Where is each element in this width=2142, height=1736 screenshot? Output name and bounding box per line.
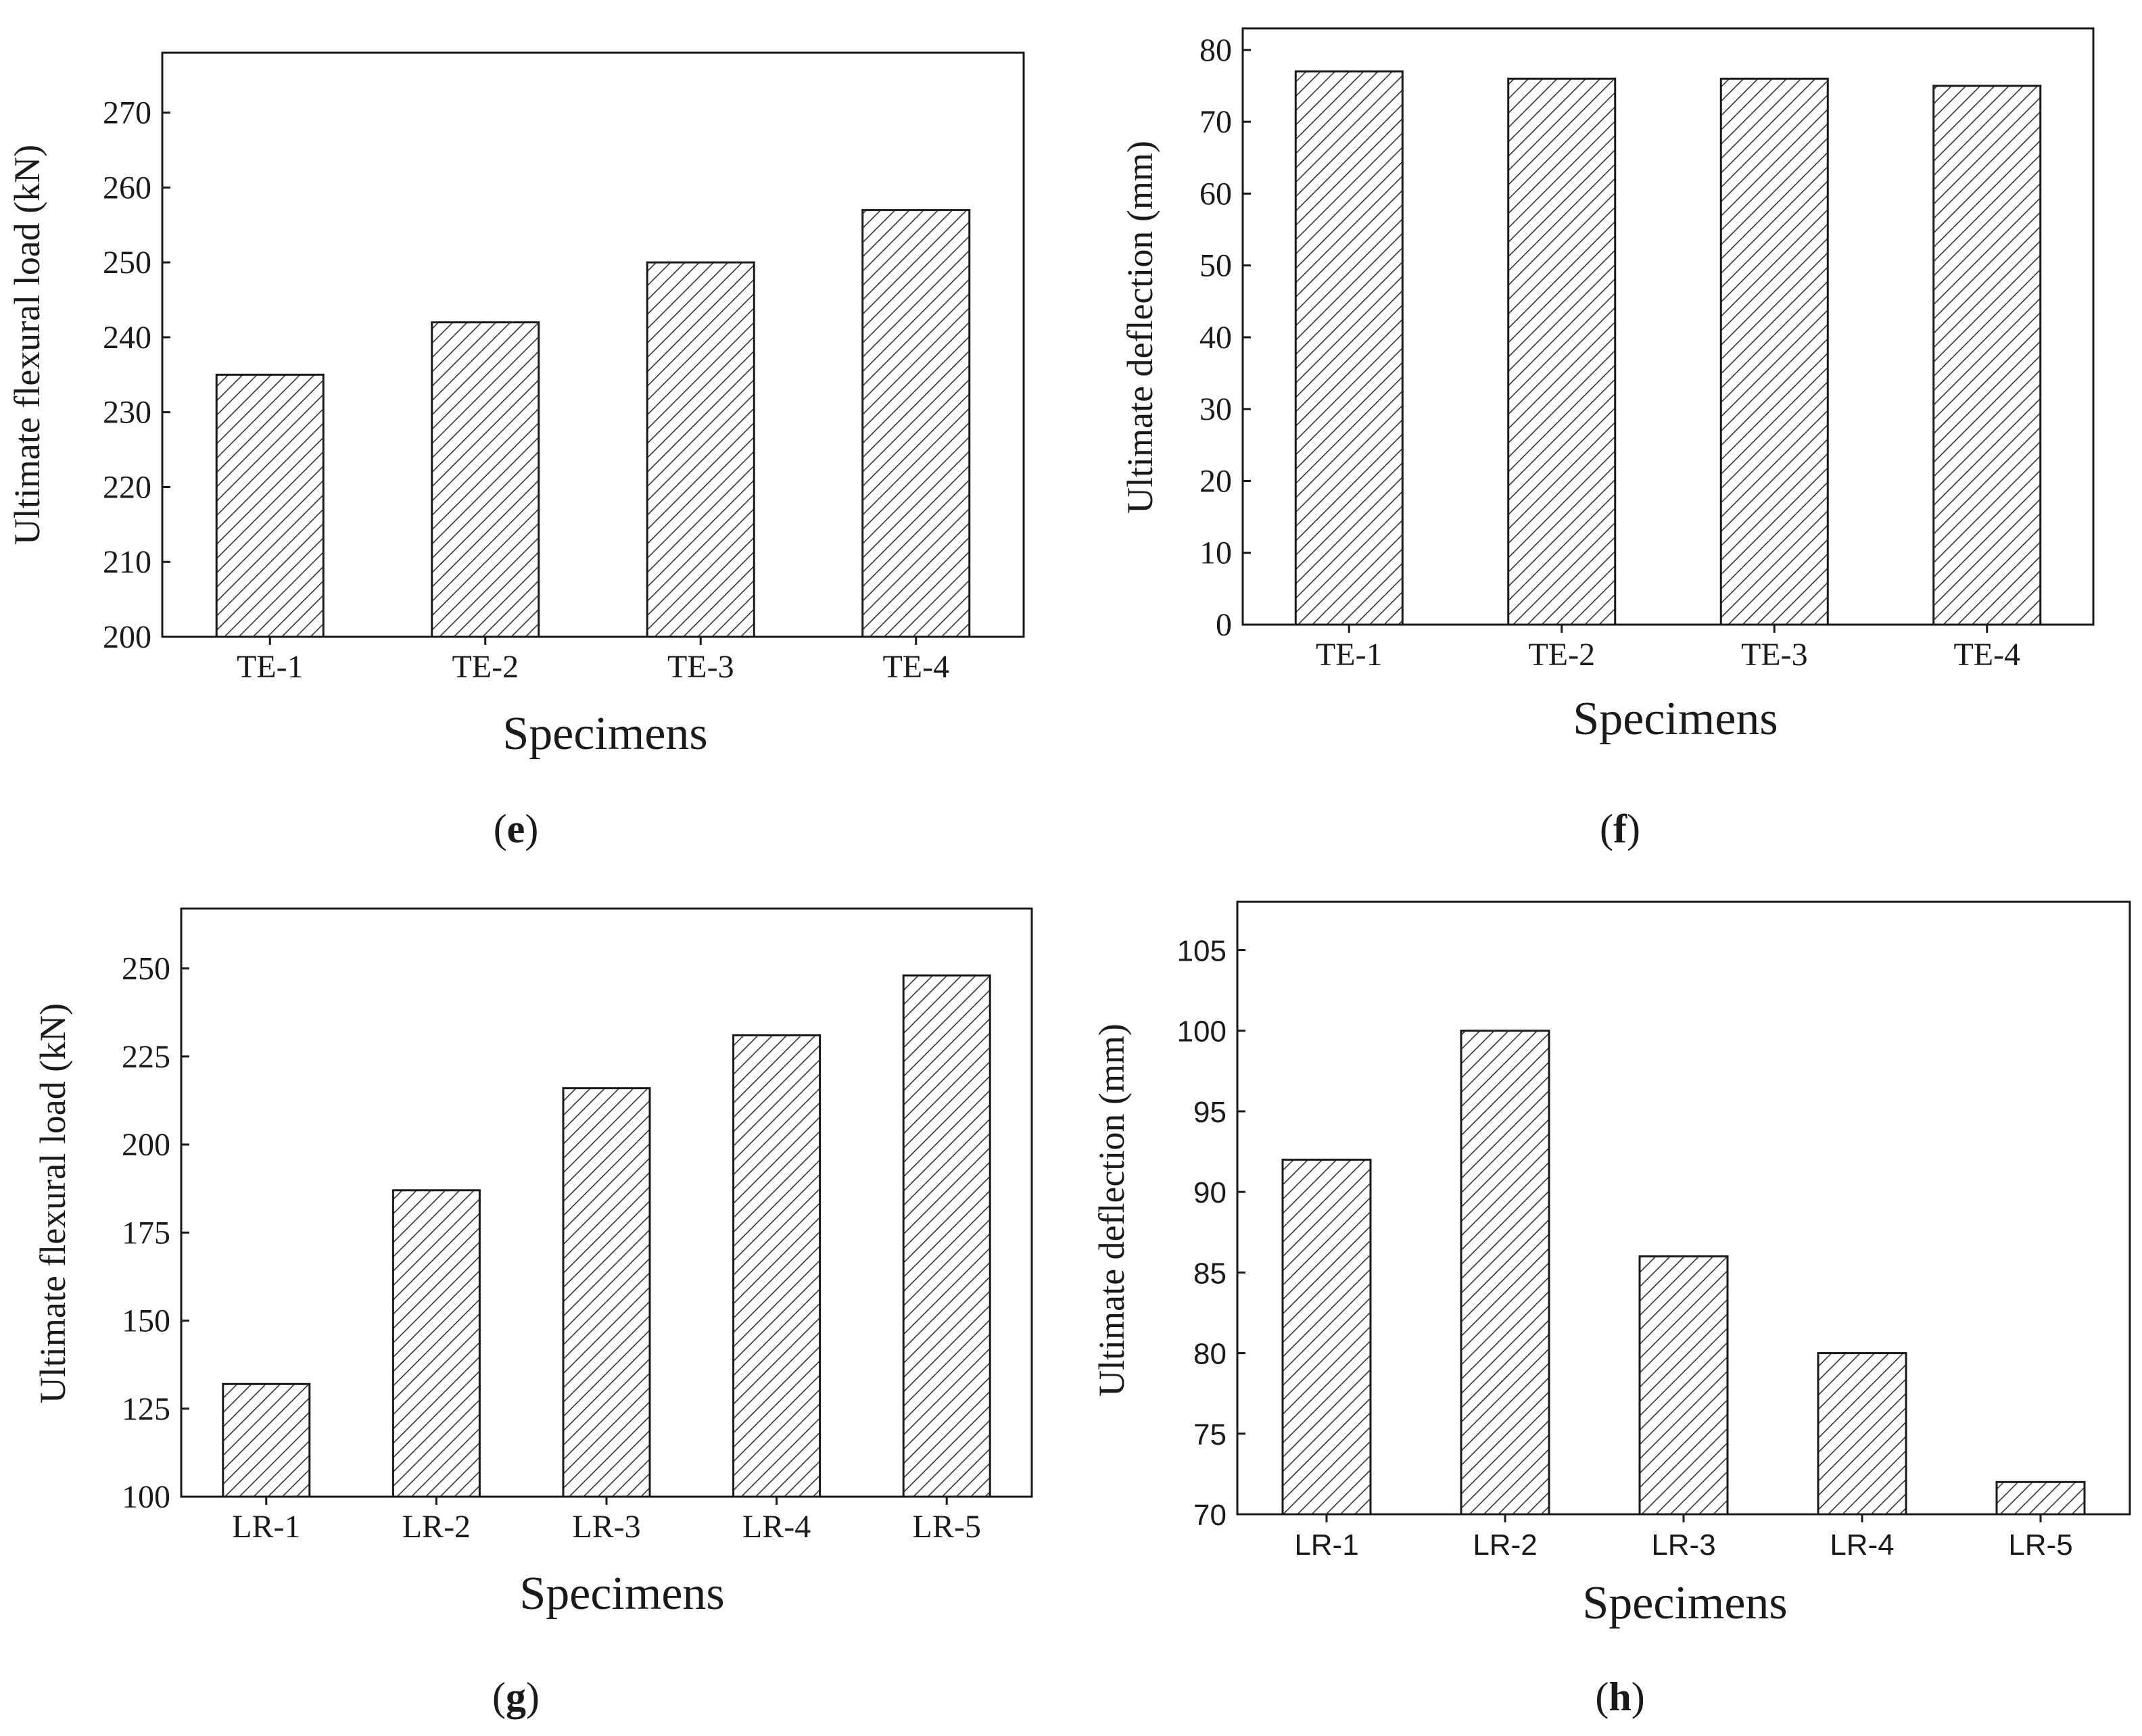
y-tick-label: 75: [1193, 1418, 1227, 1451]
y-tick-label: 100: [1177, 1015, 1227, 1048]
y-tick-label: 30: [1199, 391, 1232, 427]
x-tick-label: TE-1: [1316, 637, 1383, 673]
y-axis-title: Ultimate flexural load (kN): [7, 145, 47, 545]
panel-label: (g): [492, 1674, 540, 1719]
x-tick-label: LR-2: [1473, 1528, 1537, 1562]
x-tick-label: LR-3: [1651, 1528, 1715, 1562]
x-tick-label: TE-1: [237, 649, 304, 685]
chart-panel-f: 0 10 20 30 40 50 60 70 80 TE-1 TE-2 TE-3 TE-4 Ultim…: [1120, 27, 2095, 851]
x-tick-label: LR-4: [1830, 1528, 1894, 1562]
bar-lr-4: [732, 1034, 822, 1498]
y-tick-label: 105: [1177, 935, 1227, 968]
y-tick-label: 250: [122, 951, 170, 987]
y-tick-label: 70: [1199, 104, 1232, 140]
y-tick-label: 60: [1199, 176, 1232, 212]
bar-lr-2: [1460, 1030, 1550, 1516]
x-tick-label: TE-4: [1953, 637, 2020, 673]
y-tick-label: 50: [1199, 248, 1232, 284]
y-tick-label: 225: [122, 1039, 170, 1075]
x-axis-title: Specimens: [519, 1568, 724, 1620]
y-tick-label: 200: [103, 619, 151, 655]
y-tick-label: 125: [122, 1391, 170, 1427]
bar-lr-3: [562, 1087, 651, 1498]
bar-lr-2: [391, 1189, 481, 1498]
x-axis-title: Specimens: [1573, 693, 1778, 745]
x-tick-label: LR-2: [402, 1509, 471, 1545]
y-tick-label: 200: [122, 1127, 170, 1163]
y-tick-label: 175: [122, 1215, 170, 1251]
y-tick-label: 0: [1216, 607, 1232, 643]
panel-label-letter: h: [1609, 1674, 1631, 1719]
x-tick-label: LR-1: [1294, 1528, 1358, 1562]
x-tick-label: TE-2: [1528, 637, 1595, 673]
x-tick-label: TE-3: [667, 649, 734, 685]
x-tick-label: LR-1: [232, 1509, 300, 1545]
bar-lr-5: [902, 974, 991, 1498]
bar-te-2: [431, 321, 540, 638]
panel-label-letter: f: [1613, 806, 1627, 851]
bar-lr-5: [1995, 1480, 2086, 1516]
y-tick-label: 100: [122, 1479, 170, 1515]
bar-te-1: [1294, 70, 1404, 626]
y-axis-title: Ultimate deflection (mm): [1091, 1023, 1132, 1397]
panel-label: (e): [494, 806, 539, 851]
x-axis-title: Specimens: [502, 708, 707, 760]
x-tick-label: TE-2: [452, 649, 519, 685]
y-tick-label: 70: [1193, 1499, 1227, 1532]
x-axis-title: Specimens: [1582, 1577, 1787, 1629]
y-tick-label: 80: [1199, 32, 1232, 68]
y-tick-label: 10: [1199, 535, 1232, 571]
x-tick-label: LR-5: [913, 1509, 981, 1545]
y-axis-title: Ultimate flexural load (kN): [32, 1003, 73, 1403]
bar-lr-4: [1817, 1352, 1907, 1516]
panel-label-letter: e: [507, 806, 525, 851]
bar-te-4: [1932, 85, 2042, 626]
y-tick-label: 260: [103, 170, 151, 206]
chart-panel-g: 100 125 150 175 200 225 250 LR-1 LR-2 LR-3 LR-4 LR…: [32, 907, 1033, 1719]
y-tick-label: 220: [103, 469, 151, 505]
y-tick-label: 85: [1193, 1257, 1227, 1290]
x-tick-label: TE-4: [882, 649, 949, 685]
chart-panel-e: 200 210 220 230 240 250 260 270 TE-1 TE-2 TE-3 TE-…: [7, 51, 1025, 851]
bar-te-3: [646, 261, 755, 638]
bar-te-3: [1719, 77, 1829, 626]
y-tick-label: 95: [1193, 1096, 1227, 1129]
x-tick-label: LR-3: [572, 1509, 640, 1545]
y-tick-label: 210: [103, 544, 151, 580]
y-tick-label: 90: [1193, 1176, 1227, 1209]
y-tick-label: 80: [1193, 1338, 1227, 1371]
plot-frame: [1241, 27, 2095, 626]
panel-label: (f): [1600, 806, 1640, 851]
x-tick-label: LR-5: [2008, 1528, 2072, 1562]
x-tick-label: TE-3: [1741, 637, 1808, 673]
bar-te-1: [215, 373, 325, 638]
y-tick-label: 230: [103, 395, 151, 431]
bar-te-4: [861, 209, 971, 638]
y-tick-label: 150: [122, 1303, 170, 1339]
bar-lr-1: [222, 1382, 311, 1498]
y-tick-label: 40: [1199, 320, 1232, 356]
y-tick-label: 250: [103, 245, 151, 281]
bar-te-2: [1507, 77, 1617, 626]
panel-label: (h): [1595, 1674, 1644, 1719]
bar-lr-3: [1638, 1255, 1729, 1516]
y-tick-label: 240: [103, 320, 151, 356]
y-tick-label: 20: [1199, 463, 1232, 499]
bar-lr-1: [1281, 1158, 1372, 1516]
y-axis-title: Ultimate deflection (mm): [1120, 141, 1160, 514]
x-tick-label: LR-4: [742, 1509, 811, 1545]
panel-label-letter: g: [506, 1674, 526, 1719]
y-tick-label: 270: [103, 95, 151, 131]
plot-frame: [161, 51, 1025, 638]
